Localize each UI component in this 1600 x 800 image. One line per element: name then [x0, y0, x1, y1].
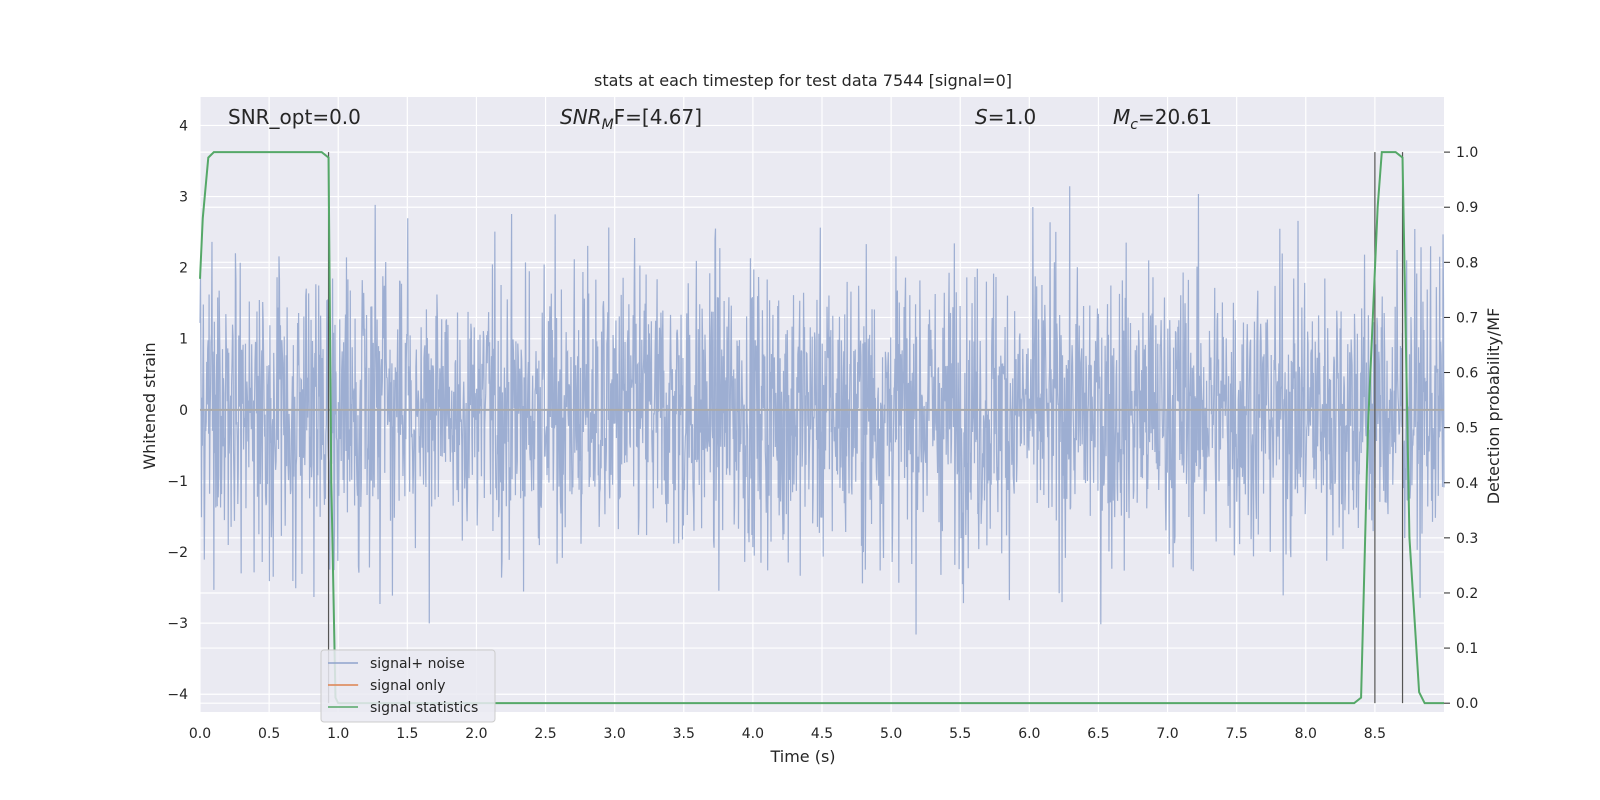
series-signal-noise	[199, 186, 1445, 635]
y-left-tick-label: 3	[179, 190, 188, 206]
x-tick-label: 1.0	[327, 726, 349, 742]
y-right-axis-ticks: 1.0 0.9 0.8 0.7 0.6 0.5 0.4 0.3 0.2 0.1 0.0	[1444, 145, 1478, 712]
legend-label-signal-statistics: signal statistics	[370, 700, 478, 716]
x-tick-label: 6.0	[1018, 726, 1040, 742]
y-left-tick-label: 4	[179, 118, 188, 134]
y-right-tick-label: 1.0	[1456, 145, 1478, 161]
x-tick-label: 3.0	[604, 726, 626, 742]
x-tick-label: 8.5	[1364, 726, 1386, 742]
annotation-snr-mf-rest: F=[4.67]	[614, 105, 702, 129]
y-right-tick-label: 0.6	[1456, 366, 1478, 382]
legend-box	[320, 649, 496, 723]
y-left-axis-label: Whitened strain	[140, 342, 159, 469]
y-right-tick-label: 0.8	[1456, 255, 1478, 271]
y-right-tick-label: 0.7	[1456, 310, 1478, 326]
x-tick-label: 8.0	[1295, 726, 1317, 742]
annotation-mc-rest: =20.61	[1138, 105, 1212, 129]
y-right-tick-label: 0.2	[1456, 586, 1478, 602]
annotation-mc-main: M	[1113, 105, 1130, 129]
y-left-tick-label: −1	[167, 474, 188, 490]
x-tick-label: 7.0	[1156, 726, 1178, 742]
signal-statistics-line	[199, 151, 1444, 705]
y-left-tick-label: 0	[179, 403, 188, 419]
y-left-axis-ticks: 4 3 2 1 0 −1 −2 −3 −4	[167, 118, 188, 703]
x-tick-label: 4.0	[742, 726, 764, 742]
x-tick-label: 7.5	[1226, 726, 1248, 742]
x-tick-label: 1.5	[396, 726, 418, 742]
legend-label-signal-only: signal only	[370, 678, 445, 694]
x-tick-label: 0.5	[258, 726, 280, 742]
x-tick-label: 2.5	[534, 726, 556, 742]
x-axis-ticks: 0.0 0.5 1.0 1.5 2.0 2.5 3.0 3.5 4.0 4.5 5.0 5.5 6.0 6…	[189, 726, 1386, 742]
y-right-tick-label: 0.9	[1456, 200, 1478, 216]
x-tick-label: 0.0	[189, 726, 211, 742]
y-left-tick-label: 2	[179, 261, 188, 277]
y-left-tick-label: −3	[167, 616, 188, 632]
annotation-s-main: S	[975, 105, 988, 129]
x-tick-label: 6.5	[1087, 726, 1109, 742]
annotation-snr-mf: SNRMF=[4.67]	[560, 105, 702, 133]
y-right-tick-label: 0.0	[1456, 696, 1478, 712]
annotation-snr-opt: SNR_opt=0.0	[228, 105, 361, 129]
annotation-snr-opt-text: SNR_opt=0.0	[228, 105, 361, 129]
x-tick-label: 5.5	[949, 726, 971, 742]
signal-noise-line	[199, 186, 1445, 635]
annotation-mc-sub: c	[1130, 117, 1138, 133]
x-tick-label: 3.5	[673, 726, 695, 742]
x-tick-label: 4.5	[811, 726, 833, 742]
y-right-tick-label: 0.4	[1456, 476, 1478, 492]
y-right-tick-label: 0.3	[1456, 531, 1478, 547]
x-tick-label: 5.0	[880, 726, 902, 742]
y-right-tick-label: 0.1	[1456, 641, 1478, 657]
annotation-snr-mf-main: SNR	[560, 105, 602, 129]
annotation-mc: Mc=20.61	[1113, 105, 1212, 133]
x-axis-label: Time (s)	[769, 747, 835, 766]
annotation-snr-mf-sub: M	[602, 117, 614, 133]
series-signal-statistics	[199, 151, 1444, 705]
annotation-s-rest: =1.0	[988, 105, 1037, 129]
y-left-tick-label: −2	[167, 545, 188, 561]
y-right-tick-label: 0.5	[1456, 421, 1478, 437]
y-right-axis-label: Detection probability/MF	[1484, 308, 1503, 505]
y-left-tick-label: 1	[179, 332, 188, 348]
chart-title: stats at each timestep for test data 754…	[594, 71, 1012, 90]
annotation-s: S=1.0	[975, 105, 1036, 129]
x-tick-label: 2.0	[465, 726, 487, 742]
legend-label-signal-noise: signal+ noise	[370, 656, 465, 672]
legend: signal+ noise signal only signal statist…	[320, 649, 496, 723]
y-left-tick-label: −4	[167, 687, 188, 703]
